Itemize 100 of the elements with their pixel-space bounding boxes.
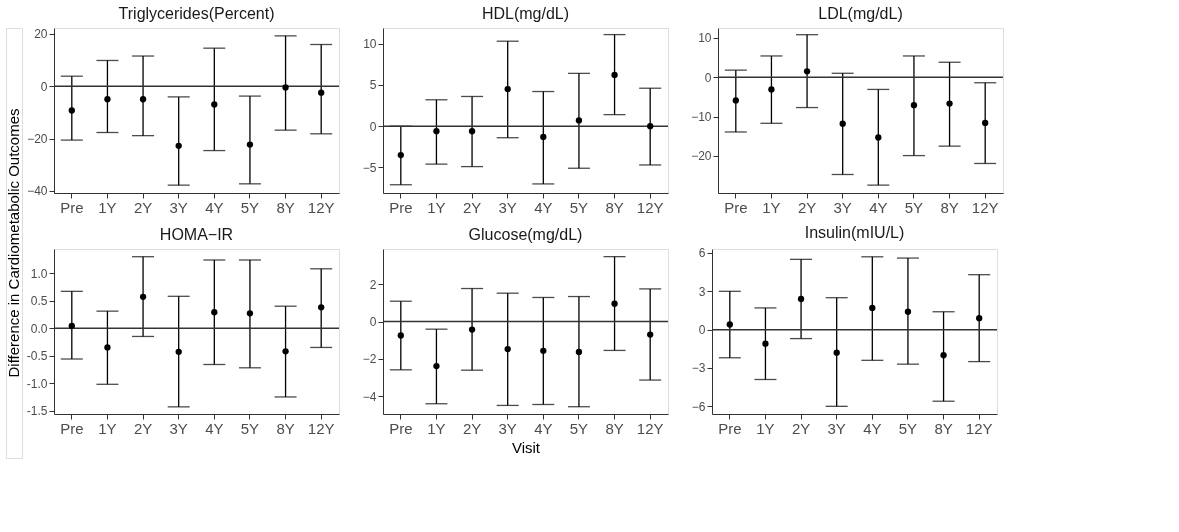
point [839, 120, 846, 127]
chart-title: Glucose(mg/dL) [468, 226, 583, 243]
x-tick-label: 5Y [898, 419, 918, 437]
x-tick-label: 12Y [636, 419, 664, 437]
point [433, 362, 440, 370]
point [797, 295, 805, 303]
x-tick-label: 4Y [863, 419, 882, 437]
y-tick-label: -1.5 [26, 404, 48, 419]
point [575, 117, 583, 124]
point [318, 89, 325, 96]
y-tick-label: 10 [698, 31, 712, 46]
x-tick-label: 8Y [276, 419, 295, 437]
point [246, 141, 254, 148]
x-tick-label: 2Y [791, 419, 811, 437]
x-tick-label: Pre [389, 198, 413, 216]
chart-title: Insulin(mIU/L) [804, 223, 905, 241]
y-tick-label: −5 [362, 160, 377, 175]
point [833, 349, 840, 356]
y-tick-label: −6 [691, 399, 706, 414]
y-tick-label: −40 [27, 184, 48, 199]
x-tick-label: Pre [60, 198, 84, 216]
point [282, 84, 289, 91]
point [468, 326, 476, 333]
x-tick-label: Pre [724, 198, 748, 216]
point [904, 308, 912, 315]
y-tick-label: 0.0 [30, 321, 48, 336]
x-tick-label: 5Y [569, 419, 589, 437]
y-tick-label: 5 [369, 78, 377, 93]
x-tick-label: 3Y [498, 419, 517, 437]
x-tick-label: 4Y [869, 198, 888, 216]
x-tick-label: 8Y [605, 419, 624, 437]
x-tick-label: 4Y [205, 198, 224, 216]
chart-title: LDL(mg/dL) [818, 5, 903, 22]
point [433, 127, 440, 135]
x-tick-label: 5Y [240, 198, 260, 216]
x-tick-label: 1Y [427, 419, 446, 437]
y-tick-label: 10 [363, 37, 377, 52]
y-tick-label: 0 [369, 315, 377, 330]
y-tick-label: 0 [698, 323, 706, 338]
x-tick-label: Pre [389, 419, 413, 437]
point [875, 134, 882, 141]
y-tick-label: −20 [27, 132, 48, 147]
point [504, 345, 511, 353]
point [803, 68, 811, 75]
point [68, 322, 75, 330]
x-tick-label: 2Y [462, 198, 482, 216]
x-tick-label: 1Y [427, 198, 446, 216]
point [104, 344, 111, 351]
point [104, 96, 111, 103]
y-tick-label: 6 [698, 246, 706, 261]
point [175, 142, 182, 150]
point [68, 107, 75, 114]
point [175, 348, 182, 356]
point [318, 304, 325, 311]
x-tick-label: 2Y [462, 419, 482, 437]
point [611, 300, 618, 307]
y-tick-label: -0.5 [26, 349, 48, 364]
x-tick-label: 5Y [240, 419, 260, 437]
point [762, 340, 769, 347]
x-tick-label: 3Y [833, 198, 852, 216]
chart-title: Triglycerides(Percent) [118, 4, 275, 22]
point [211, 101, 218, 108]
x-tick-label: 4Y [534, 198, 553, 216]
point [540, 347, 547, 354]
x-tick-label: 4Y [534, 419, 553, 437]
point [540, 133, 547, 141]
point [910, 102, 918, 109]
x-tick-label: 8Y [934, 419, 953, 437]
x-tick-label: 12Y [965, 419, 993, 437]
point [732, 97, 739, 104]
x-tick-label: 8Y [940, 198, 959, 216]
x-tick-label: 1Y [756, 419, 775, 437]
y-axis-title: Difference in Cardiometabolic Outcomes [5, 108, 22, 378]
y-tick-label: 0.5 [30, 294, 48, 309]
x-tick-label: 12Y [971, 198, 999, 216]
point [982, 119, 989, 127]
x-tick-label: 3Y [169, 198, 188, 216]
x-tick-label: 3Y [498, 198, 517, 216]
point [397, 151, 404, 159]
point [946, 100, 953, 107]
x-tick-label: 2Y [133, 198, 153, 216]
point [647, 331, 654, 338]
point [211, 309, 218, 316]
x-tick-label: 1Y [98, 419, 117, 437]
x-tick-label: Pre [718, 419, 742, 437]
y-tick-label: 3 [698, 284, 706, 299]
chart-title: HDL(mg/dL) [481, 5, 570, 22]
y-tick-label: -1.0 [26, 376, 48, 391]
point [139, 293, 147, 301]
point [647, 123, 654, 130]
y-tick-label: 0 [369, 119, 377, 134]
x-tick-label: 4Y [205, 419, 224, 437]
x-tick-label: 3Y [169, 419, 188, 437]
x-tick-label: 2Y [797, 198, 817, 216]
point [869, 304, 876, 312]
x-tick-label: 8Y [276, 198, 295, 216]
y-tick-label: −4 [362, 389, 377, 404]
x-tick-label: 12Y [307, 419, 335, 437]
point [282, 348, 289, 355]
x-tick-label: 5Y [569, 198, 589, 216]
